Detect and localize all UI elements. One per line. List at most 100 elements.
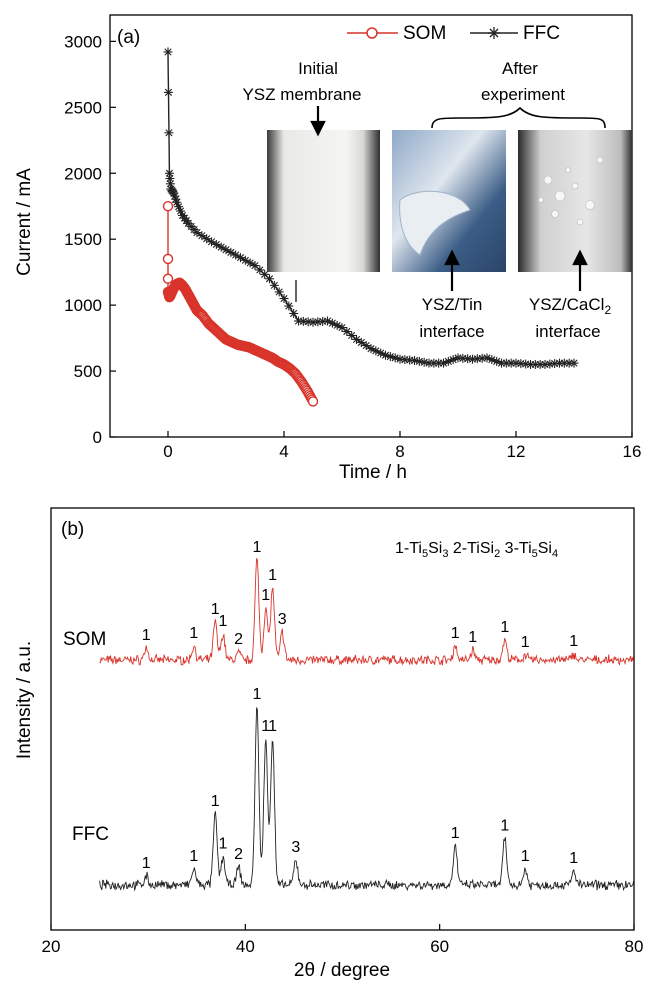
ffc-point-stroke <box>232 251 240 259</box>
photo-initial-membrane <box>267 130 380 272</box>
ffc-point-stroke <box>172 195 180 203</box>
ffc-point-stroke <box>333 321 341 329</box>
peak-label: 1 <box>219 613 228 630</box>
peak-label: 1 <box>451 825 460 842</box>
ffc-point <box>347 330 357 340</box>
legend-som-marker <box>366 27 378 39</box>
ffc-point-stroke <box>217 243 225 251</box>
annot-cacl2-interface: interface <box>535 322 600 341</box>
panel-b-frame <box>50 507 635 931</box>
ffc-point-stroke <box>270 281 278 289</box>
annot-after: After <box>502 59 538 78</box>
ffc-point-stroke <box>357 338 365 347</box>
ffc-point <box>269 280 279 290</box>
ffc-point-stroke <box>285 302 293 310</box>
ffc-point <box>274 287 284 297</box>
ffc-point-stroke <box>275 288 283 296</box>
ffc-point-stroke <box>314 318 322 326</box>
ffc-point <box>163 87 173 97</box>
annot-ysz-tin: YSZ/Tin <box>422 295 483 314</box>
peak-label: 1 <box>521 848 530 865</box>
ffc-point <box>197 231 207 241</box>
ffc-point <box>192 228 202 238</box>
ffc-point-stroke <box>473 355 481 363</box>
b-x-tick-label: 40 <box>236 937 255 956</box>
ffc-point-stroke <box>265 275 274 283</box>
peak-label: 1 <box>189 848 198 865</box>
ffc-point-stroke <box>173 198 181 206</box>
series-ffc <box>163 47 579 369</box>
ffc-point <box>352 334 361 344</box>
x-tick-label: 8 <box>395 442 404 461</box>
peak-label: 1 <box>451 625 460 642</box>
ffc-point-stroke <box>493 357 501 365</box>
ffc-point-stroke <box>343 327 351 336</box>
ffc-point-stroke <box>212 240 220 249</box>
ffc-point-stroke <box>175 203 183 211</box>
ffc-point <box>164 128 174 138</box>
ffc-point <box>279 294 289 304</box>
ffc-point <box>207 237 216 247</box>
annot-initial: Initial <box>298 59 338 78</box>
ffc-point-stroke <box>488 356 496 364</box>
x-tick-label: 4 <box>279 442 288 461</box>
peak-label: 1 <box>253 539 262 556</box>
ffc-point-stroke <box>170 189 178 197</box>
peak-label: 1 <box>142 627 151 644</box>
ffc-point <box>163 47 173 57</box>
panel-b-phase-legend: 1-Ti5Si3 2-TiSi2 3-Ti5Si4 <box>395 540 558 560</box>
ffc-point <box>569 358 579 368</box>
x-tick-label: 16 <box>623 442 642 461</box>
annot-ysz-membrane: YSZ membrane <box>242 85 361 104</box>
photo-tin-flake <box>399 190 471 256</box>
peak-label: 1 <box>211 793 220 810</box>
ffc-point-stroke <box>362 341 370 350</box>
x-tick-label: 12 <box>507 442 526 461</box>
panel-b-label: (b) <box>61 519 84 540</box>
ffc-point <box>361 341 371 351</box>
y-tick-label: 2500 <box>64 98 102 117</box>
peak-label: 1 <box>268 718 277 735</box>
som-point <box>162 253 174 265</box>
panel-b: 20 40 60 80 (b) 2θ / degree Intensity / a.u… <box>14 507 643 981</box>
ffc-point-stroke <box>338 323 346 332</box>
xrd-line-ffc <box>99 707 635 892</box>
legend-som-label: SOM <box>403 23 446 44</box>
ffc-point-stroke <box>246 259 254 267</box>
ffc-point-stroke <box>377 349 385 357</box>
ffc-point-stroke <box>222 246 230 254</box>
peak-label: 3 <box>278 611 287 628</box>
ffc-point <box>202 234 212 244</box>
ffc-point-stroke <box>236 254 245 262</box>
ffc-point-stroke <box>468 355 477 363</box>
ffc-point <box>289 308 299 318</box>
peak-label: 1 <box>261 718 270 735</box>
b-x-tick-label: 20 <box>42 937 61 956</box>
peak-label: 1 <box>189 625 198 642</box>
b-x-tick-label: 60 <box>430 937 449 956</box>
annot-experiment: experiment <box>481 85 565 104</box>
photo-cacl2-bubbles <box>538 156 604 226</box>
som-point <box>307 396 319 407</box>
y-tick-label: 500 <box>74 362 102 381</box>
series-som <box>162 201 319 407</box>
panel-a-label: (a) <box>117 27 140 48</box>
ffc-point <box>284 301 294 311</box>
ffc-point-stroke <box>483 354 491 362</box>
ffc-point-stroke <box>207 238 216 246</box>
inset-photos <box>267 130 632 272</box>
ffc-point-stroke <box>372 347 380 355</box>
xrd-line-som <box>99 558 635 666</box>
ffc-point-stroke <box>551 360 559 368</box>
ffc-point-stroke <box>164 48 172 56</box>
ffc-point-stroke <box>251 261 259 270</box>
ffc-point-stroke <box>546 360 554 368</box>
annotation-arrows <box>295 106 588 302</box>
ffc-point-stroke <box>171 192 179 200</box>
y-tick-label: 0 <box>93 428 102 447</box>
ffc-point-stroke <box>256 266 264 274</box>
ffc-point-stroke <box>319 317 327 325</box>
annot-tin-interface: interface <box>419 322 484 341</box>
ffc-point-stroke <box>176 207 185 215</box>
